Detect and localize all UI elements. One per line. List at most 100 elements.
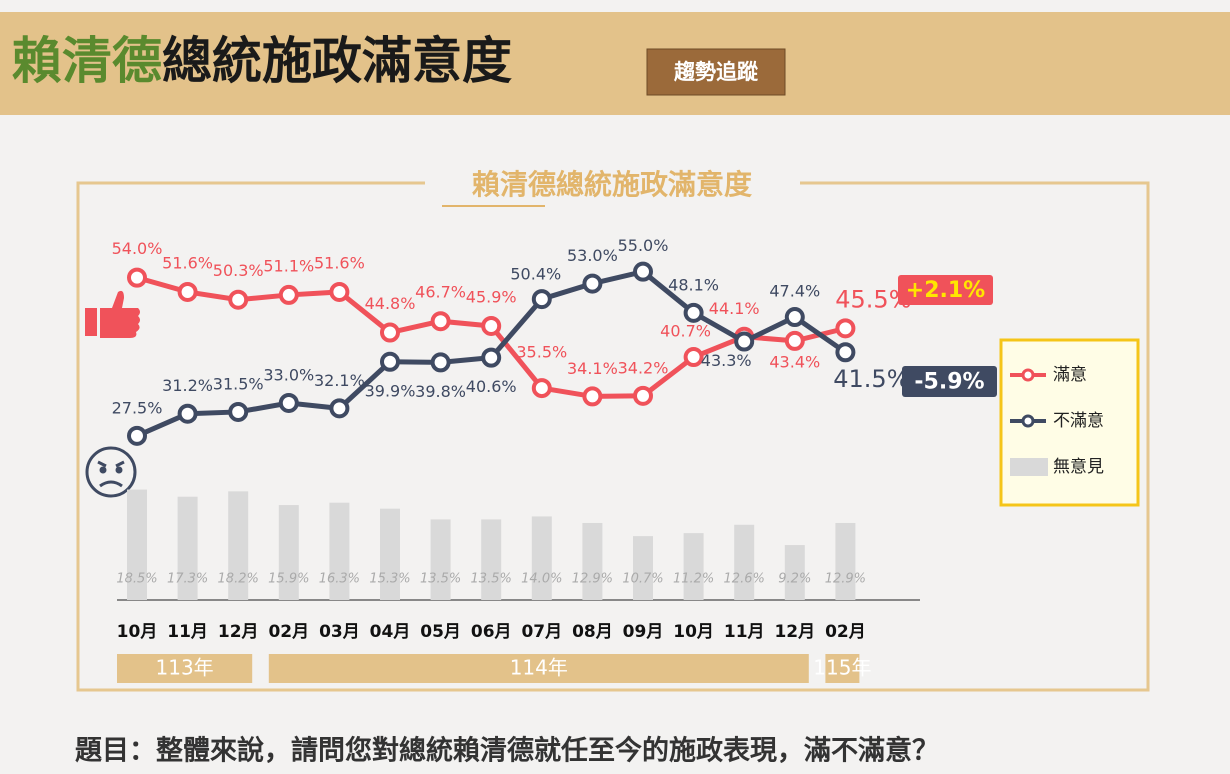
point (278, 284, 299, 305)
value-label: 44.1% (709, 299, 760, 318)
x-tick-label: 05月 (420, 622, 461, 642)
bar-label: 9.2% (778, 572, 811, 587)
title-gap (425, 165, 800, 205)
value-label: 40.6% (466, 377, 517, 396)
bar (531, 516, 552, 600)
point (329, 281, 350, 302)
x-tick-label: 12月 (218, 622, 259, 642)
bar-label: 16.3% (319, 572, 360, 587)
point (835, 342, 856, 363)
value-label: 34.1% (567, 359, 618, 378)
point (784, 307, 805, 328)
value-label: 50.4% (510, 265, 561, 284)
value-label: 41.5% (833, 365, 909, 393)
bar-label: 11.2% (673, 572, 714, 587)
point (481, 315, 502, 336)
point (531, 289, 552, 310)
bar-label: 18.2% (218, 572, 259, 587)
value-label: 33.0% (263, 365, 314, 384)
x-tick-label: 07月 (521, 622, 562, 642)
bar (582, 522, 603, 600)
value-label: 53.0% (567, 246, 618, 265)
value-label: 55.0% (618, 236, 669, 255)
bar (481, 519, 502, 600)
value-label: 51.6% (314, 253, 365, 272)
header-band (0, 12, 1230, 115)
x-tick-label: 02月 (825, 622, 866, 642)
point (380, 322, 400, 343)
value-label: 39.9% (365, 381, 416, 400)
point (683, 347, 704, 368)
bar (177, 496, 198, 600)
year-label: 115年 (813, 656, 871, 680)
bar-label: 17.3% (167, 572, 208, 587)
point (582, 386, 603, 407)
title-highlight: 賴清德 (12, 32, 162, 90)
point (683, 302, 704, 323)
bar-label: 15.3% (369, 572, 410, 587)
point (329, 398, 350, 419)
bar (784, 545, 805, 600)
bar (127, 489, 147, 600)
bar (278, 505, 299, 600)
bar (683, 533, 704, 600)
bar (430, 519, 451, 600)
bar (380, 508, 400, 600)
x-tick-label: 10月 (673, 622, 714, 642)
point (228, 289, 249, 310)
value-label: 32.1% (314, 371, 365, 390)
bar-label: 14.0% (521, 572, 562, 587)
value-label: 39.8% (415, 382, 466, 401)
annotation: -5.9% (914, 370, 984, 395)
legend-swatch (1010, 458, 1048, 476)
bar (734, 524, 755, 600)
bar-label: 18.5% (116, 572, 157, 587)
value-label: 31.5% (213, 374, 264, 393)
legend-marker (1021, 368, 1035, 382)
value-label: 43.4% (769, 352, 820, 371)
bar-label: 13.5% (471, 572, 512, 587)
bar-label: 15.9% (268, 572, 309, 587)
value-label: 43.3% (701, 351, 752, 370)
legend-label: 滿意 (1053, 365, 1087, 385)
point (278, 392, 299, 413)
point (430, 311, 451, 332)
point (380, 351, 400, 372)
bar (329, 502, 350, 600)
legend-label: 無意見 (1053, 457, 1104, 477)
point (633, 385, 653, 406)
x-tick-label: 10月 (117, 622, 158, 642)
badge-text: 趨勢追蹤 (673, 60, 759, 84)
point (177, 281, 198, 302)
value-label: 54.0% (112, 239, 163, 258)
year-box (117, 654, 253, 683)
x-tick-label: 11月 (724, 622, 765, 642)
point (835, 318, 856, 339)
legend-label: 不滿意 (1053, 411, 1104, 431)
bar-label: 12.9% (825, 572, 866, 587)
annotation-box (898, 275, 993, 305)
year-box (268, 654, 809, 683)
point (228, 401, 249, 422)
x-tick-label: 06月 (471, 622, 512, 642)
point (734, 331, 755, 352)
value-label: 46.7% (415, 283, 466, 302)
value-label: 27.5% (112, 398, 163, 417)
x-tick-label: 04月 (370, 622, 411, 642)
bar (633, 536, 653, 600)
bar-label: 13.5% (420, 572, 461, 587)
year-label: 114年 (510, 656, 568, 680)
x-tick-label: 09月 (623, 622, 664, 642)
point (127, 267, 147, 288)
bar-label: 10.7% (622, 572, 663, 587)
point (531, 378, 552, 399)
bar-label: 12.6% (724, 572, 765, 587)
point (430, 352, 451, 373)
x-tick-label: 03月 (319, 622, 360, 642)
value-label: 34.2% (618, 358, 669, 377)
point (481, 347, 502, 368)
bar (835, 522, 856, 600)
point (127, 425, 147, 446)
annotation: +2.1% (906, 278, 985, 303)
angry-face (85, 446, 137, 498)
